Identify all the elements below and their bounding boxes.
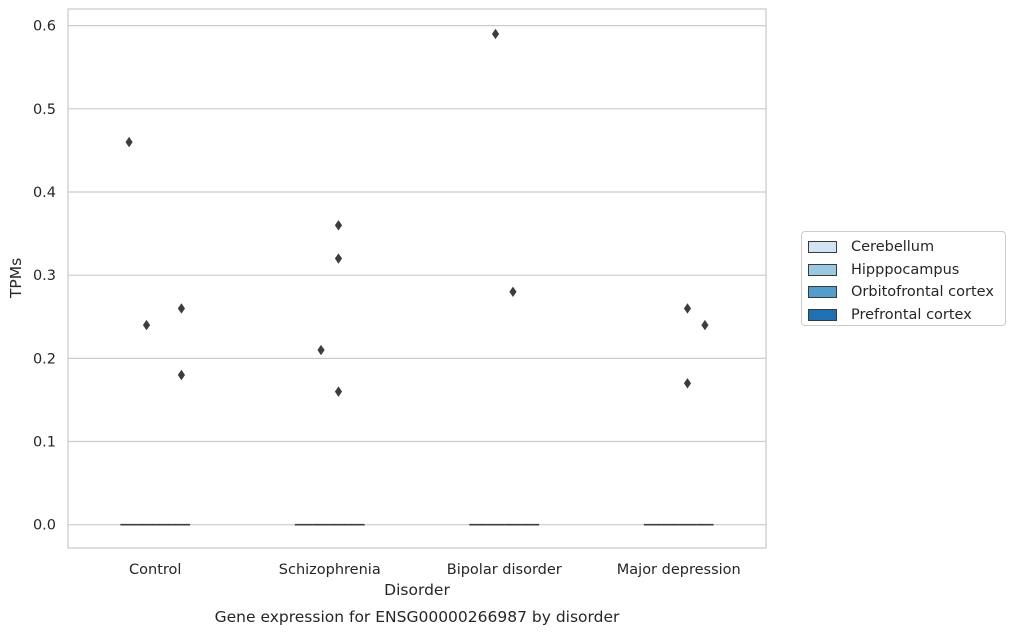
outlier-point	[317, 344, 325, 356]
legend-label: Cerebellum	[851, 239, 935, 256]
legend-item: Orbitofrontal cortex	[808, 281, 1005, 304]
grid-lines	[68, 25, 766, 526]
legend-label: Prefrontal cortex	[851, 306, 972, 323]
outlier-point	[177, 303, 186, 314]
legend: Cerebellum Hipppocampus Orbitofrontal cort…	[801, 231, 1006, 326]
y-tick-label: 0.3	[33, 268, 56, 284]
legend-label: Hipppocampus	[851, 261, 960, 278]
legend-item: Hipppocampus	[808, 259, 1005, 282]
outlier-point	[491, 28, 500, 40]
x-tick-label: Bipolar disorder	[447, 562, 562, 578]
x-axis-label: Disorder	[384, 581, 450, 599]
legend-label: Orbitofrontal cortex	[851, 284, 994, 301]
outlier-point	[177, 369, 186, 381]
legend-item: Prefrontal cortex	[808, 304, 1005, 327]
outlier-point	[701, 319, 709, 331]
legend-swatch	[808, 241, 837, 254]
y-tick-labels: 0.0 0.1 0.2 0.3 0.4 0.5 0.6	[33, 19, 56, 534]
y-tick-label: 0.5	[33, 102, 56, 118]
outlier-point	[683, 303, 692, 314]
outlier-point	[334, 253, 343, 264]
y-tick-label: 0.2	[33, 351, 56, 367]
outlier-point	[125, 136, 133, 148]
plot-frame	[67, 8, 767, 549]
legend-swatch	[808, 286, 837, 299]
x-tick-label: Schizophrenia	[279, 562, 381, 578]
x-tick-label: Control	[129, 562, 181, 578]
legend-swatch	[808, 308, 837, 321]
x-tick-labels: Control Schizophrenia Bipolar disorder Majo…	[129, 562, 741, 578]
outlier-point	[142, 319, 151, 331]
outlier-points	[125, 28, 709, 397]
outlier-point	[683, 378, 692, 389]
x-tick-label: Major depression	[617, 562, 741, 578]
y-tick-label: 0.6	[33, 19, 56, 35]
outlier-point	[334, 386, 343, 397]
y-axis-label: TPMs	[7, 258, 25, 299]
y-tick-label: 0.0	[33, 518, 56, 534]
legend-swatch	[808, 263, 837, 276]
chart-title: Gene expression for ENSG00000266987 by d…	[215, 608, 620, 626]
y-tick-label: 0.4	[33, 185, 56, 201]
outlier-point	[334, 220, 343, 231]
legend-item: Cerebellum	[808, 236, 1005, 259]
outlier-point	[509, 286, 517, 298]
y-tick-label: 0.1	[33, 435, 56, 451]
